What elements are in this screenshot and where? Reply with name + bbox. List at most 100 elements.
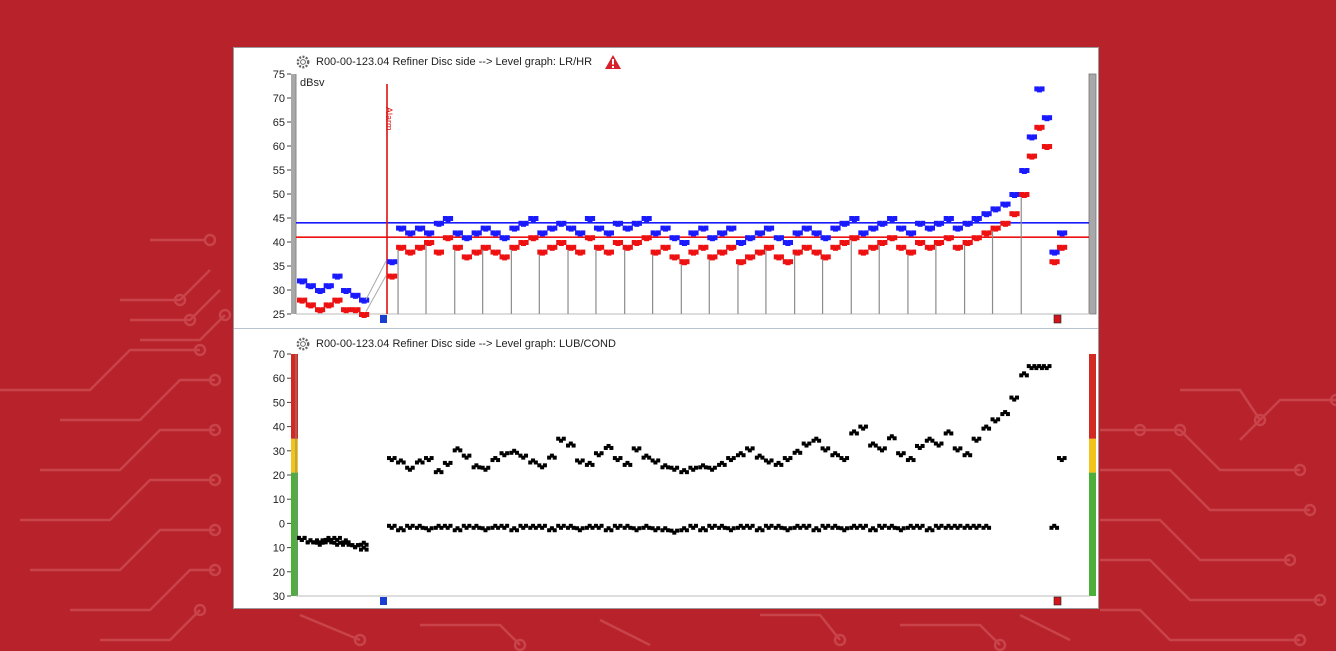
data-point <box>690 250 696 256</box>
data-point <box>763 523 768 528</box>
data-point <box>965 451 970 456</box>
data-point <box>1041 364 1046 369</box>
data-point <box>1036 87 1042 93</box>
gear-icon[interactable] <box>296 55 310 69</box>
data-point <box>839 240 845 245</box>
data-point <box>984 523 989 528</box>
data-point <box>835 453 840 458</box>
data-point <box>587 217 593 222</box>
data-point <box>1024 168 1030 173</box>
data-point <box>396 460 401 465</box>
warning-icon[interactable] <box>604 54 622 70</box>
data-point <box>502 453 507 458</box>
data-point <box>323 540 328 545</box>
data-point <box>905 525 910 530</box>
data-point <box>587 523 592 528</box>
data-point <box>628 462 633 467</box>
data-point <box>971 235 977 241</box>
lr-hr-plot[interactable]: 25 30 35 40 45 50 55 60 65 70 75 dBsv Alarm <box>234 48 1098 328</box>
data-point <box>429 240 435 245</box>
data-point <box>669 528 674 533</box>
data-point <box>776 460 781 465</box>
data-point <box>641 216 647 221</box>
data-point <box>392 273 398 279</box>
data-point <box>452 230 458 236</box>
data-point <box>679 470 684 475</box>
data-point <box>776 236 782 242</box>
data-point <box>679 240 685 245</box>
data-point <box>914 220 920 226</box>
data-point <box>566 525 571 530</box>
data-point <box>933 220 939 226</box>
data-point <box>464 255 470 261</box>
data-point <box>679 528 684 533</box>
data-point <box>738 451 743 456</box>
data-point <box>955 245 961 251</box>
data-point <box>870 441 875 446</box>
data-point <box>958 523 963 528</box>
data-point <box>1021 169 1027 174</box>
data-point <box>361 540 366 545</box>
data-point <box>766 245 772 251</box>
data-point <box>675 528 680 533</box>
data-point <box>547 455 552 460</box>
data-point <box>452 244 458 250</box>
data-point <box>1021 193 1027 198</box>
data-point <box>719 460 724 465</box>
data-point <box>424 456 429 461</box>
lub-cond-plot[interactable]: 30 20 10 0 10 20 30 40 50 60 70 <box>234 330 1098 608</box>
data-point <box>401 225 407 231</box>
data-point <box>359 297 364 303</box>
data-point <box>439 525 444 530</box>
data-point <box>887 235 893 241</box>
data-point <box>429 456 434 461</box>
data-point <box>707 235 713 241</box>
data-point <box>669 465 674 470</box>
data-point <box>410 465 415 470</box>
data-point <box>566 443 571 448</box>
data-point <box>908 231 914 237</box>
data-point <box>528 235 534 241</box>
data-point <box>568 523 573 528</box>
data-point <box>773 235 779 241</box>
data-point <box>807 523 812 528</box>
data-point <box>877 240 883 245</box>
data-point <box>879 221 885 227</box>
data-point <box>606 443 611 448</box>
data-point <box>924 244 930 250</box>
data-point <box>833 523 838 528</box>
data-point <box>483 226 489 232</box>
data-point <box>577 460 582 465</box>
data-point <box>858 523 863 528</box>
data-point <box>754 249 760 255</box>
data-point <box>580 458 585 463</box>
data-point <box>814 250 820 256</box>
data-point <box>1000 412 1005 417</box>
data-point <box>995 206 1001 212</box>
data-point <box>650 526 655 531</box>
data-point <box>976 216 982 221</box>
data-point <box>364 547 369 552</box>
data-point <box>326 538 331 543</box>
data-point <box>917 525 922 530</box>
data-point <box>524 523 529 528</box>
data-point <box>958 446 963 451</box>
data-point <box>596 226 602 232</box>
circuit-trace <box>1100 428 1300 472</box>
data-point <box>709 255 715 261</box>
data-point <box>854 431 859 436</box>
data-point <box>637 446 642 451</box>
gear-icon[interactable] <box>296 337 310 351</box>
data-point <box>901 225 907 231</box>
data-point <box>672 255 678 261</box>
data-point <box>297 278 302 284</box>
data-point <box>698 225 704 231</box>
data-point <box>552 244 558 250</box>
circuit-pad <box>218 308 232 322</box>
data-point <box>509 450 514 455</box>
right-scale-band <box>1089 438 1096 473</box>
data-point <box>757 526 762 531</box>
data-point <box>663 226 669 232</box>
data-point <box>839 526 844 531</box>
data-point <box>788 240 794 245</box>
